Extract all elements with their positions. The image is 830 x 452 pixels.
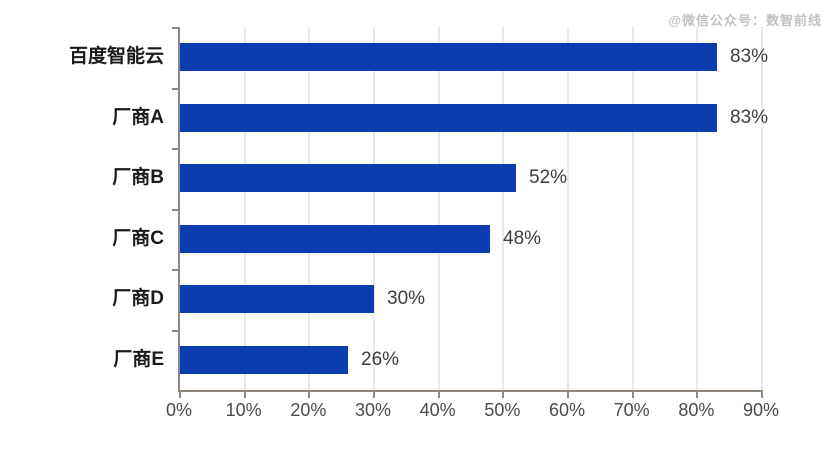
x-axis-tick [567,390,569,398]
gridline [437,27,440,390]
gridline [631,27,634,390]
x-axis-tick-label: 80% [678,400,715,420]
x-axis-tick-label: 20% [290,400,327,420]
bar-1 [180,43,717,71]
category-label: 厂商A [112,107,164,128]
x-axis-tick-label: 30% [354,400,392,420]
bar-4 [180,225,490,253]
value-label: 48% [503,228,542,249]
category-label: 百度智能云 [68,46,164,67]
x-axis-tick [308,390,311,398]
category-label: 厂商B [112,167,164,188]
y-axis-tick [172,330,180,332]
category-label: 厂商D [112,288,164,309]
x-axis-tick [696,390,699,398]
y-axis-tick [172,148,180,150]
gridline [696,27,699,390]
category-labels: 百度智能云厂商A 厂商B 厂商C 厂商D 厂商E [0,27,178,390]
value-label: 52% [529,167,568,188]
x-axis-tick [761,390,763,398]
x-axis-tick [502,390,505,398]
bar-6 [180,346,348,374]
x-axis-labels: 0% 10% 20% 30% 40% 50% 60% 70% 80% 90% [166,400,779,426]
x-axis-tick [243,390,246,398]
y-axis-tick [172,88,180,90]
gridline [243,27,246,390]
bar-5 [180,285,374,313]
value-label: 26% [361,349,400,370]
x-axis-tick [437,390,440,398]
bar-2 [180,104,717,132]
gridline [761,27,763,390]
x-axis-tick-label: 40% [419,400,456,420]
x-axis-tick [373,390,375,398]
bar-3 [180,164,516,192]
plot-area: 83% 83% 52% 48% 30% 26% [172,27,768,398]
value-label: 83% [730,107,769,128]
gridline [373,27,375,390]
gridline [567,27,569,390]
watermark: @微信公众号：数智前线 [668,13,822,28]
x-axis-tick-label: 0% [165,400,193,420]
value-label: 83% [730,46,769,67]
x-axis-tick-label: 60% [548,400,586,420]
category-label: 厂商E [113,349,164,370]
category-label: 厂商C [112,228,164,249]
value-label: 30% [387,288,426,309]
x-axis-tick [631,390,634,398]
y-axis-tick [172,269,180,271]
y-axis-tick [172,209,180,211]
x-axis-tick-label: 90% [742,400,780,420]
gridline [308,27,311,390]
x-axis-tick-label: 70% [613,400,650,420]
y-axis-tick [172,27,180,29]
x-axis-tick-label: 10% [225,400,262,420]
x-axis-tick-label: 50% [484,400,521,420]
gridline [502,27,505,390]
x-axis-tick [179,390,181,398]
